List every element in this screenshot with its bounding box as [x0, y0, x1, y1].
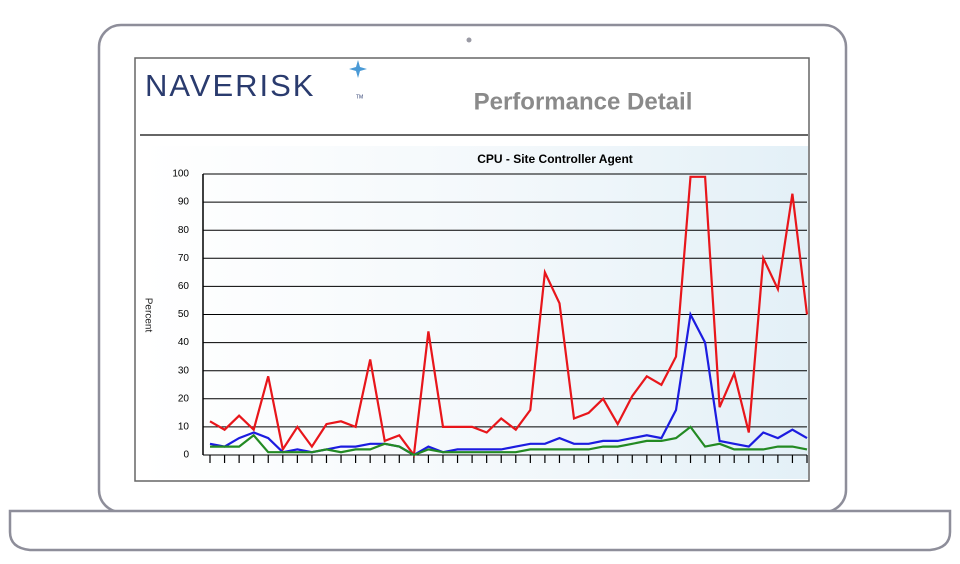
- data-line: [210, 425, 808, 457]
- laptop-base: [8, 509, 952, 552]
- logo-star: [349, 60, 367, 78]
- y-tick-label: 100: [172, 169, 189, 180]
- y-tick-label: 60: [178, 281, 190, 292]
- logo: NAVERISK: [145, 68, 315, 103]
- y-tick-label: 40: [178, 337, 190, 348]
- y-tick-label: 70: [178, 253, 190, 264]
- data-line: [209, 175, 808, 458]
- y-tick-label: 80: [178, 225, 190, 236]
- chart-title: CPU - Site Controller Agent: [477, 152, 633, 166]
- page-title: Performance Detail: [474, 88, 693, 115]
- y-tick-label: 50: [178, 309, 190, 320]
- y-tick-label: 20: [178, 393, 190, 404]
- logo-mark: TM: [356, 94, 363, 100]
- y-axis-label: Percent: [142, 298, 153, 333]
- y-tick-label: 90: [178, 197, 190, 208]
- y-tick-label: 30: [178, 365, 190, 376]
- y-tick-label: 0: [183, 450, 189, 461]
- y-tick-label: 10: [178, 422, 190, 433]
- chart-background: [141, 146, 808, 479]
- plot: 0 10 20 30 40 50 60 70 80 90 100: [172, 169, 808, 463]
- camera: [466, 37, 472, 43]
